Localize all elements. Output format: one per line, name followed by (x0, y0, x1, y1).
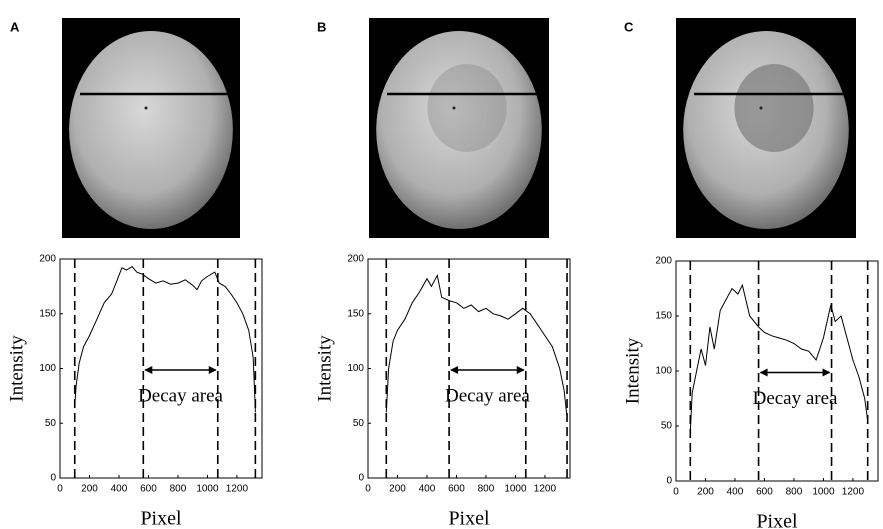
fruit (376, 31, 542, 229)
y-tick-label: 100 (347, 363, 364, 374)
x-tick-label: 600 (140, 484, 157, 495)
x-tick-label: 200 (389, 484, 406, 495)
y-tick-label: 200 (347, 254, 364, 265)
intensity-line (74, 266, 256, 413)
y-tick-label: 100 (39, 363, 56, 374)
x-tick-label: 0 (673, 487, 679, 498)
panel-label: A (10, 19, 20, 34)
fruit-spot (144, 106, 148, 110)
x-tick-label: 400 (111, 484, 128, 495)
y-tick-label: 150 (655, 311, 672, 322)
x-tick-label: 200 (81, 484, 98, 495)
x-tick-label: 600 (448, 484, 465, 495)
fruit (69, 31, 233, 229)
x-tick-label: 200 (697, 487, 714, 498)
arrow-head (759, 368, 831, 377)
y-axis-label: Intensity (6, 335, 27, 402)
x-tick-label: 400 (727, 487, 744, 498)
y-tick-label: 150 (347, 308, 364, 319)
annotation: Decay area (138, 385, 223, 406)
x-tick-label: 0 (365, 484, 371, 495)
annotation: Decay area (445, 385, 530, 406)
y-tick-label: 200 (655, 256, 672, 267)
y-tick-label: 50 (661, 421, 673, 432)
x-tick-label: 1200 (842, 487, 865, 498)
x-tick-label: 800 (170, 484, 187, 495)
y-tick-label: 0 (666, 476, 672, 487)
x-tick-label: 0 (57, 484, 63, 495)
x-tick-label: 600 (756, 487, 773, 498)
plot-frame (367, 258, 571, 479)
panel-label: B (317, 19, 326, 34)
decay-spot (734, 64, 814, 152)
arrow-head (450, 366, 525, 375)
fruit-spot (759, 106, 763, 110)
y-tick-label: 50 (45, 418, 57, 429)
x-tick-label: 400 (419, 484, 436, 495)
annotation: Decay area (753, 388, 838, 409)
intensity-line (385, 273, 568, 418)
arrow-head (144, 366, 217, 375)
x-tick-label: 1200 (534, 484, 557, 495)
intensity-line (689, 283, 869, 432)
y-tick-label: 150 (39, 308, 56, 319)
x-tick-label: 1000 (812, 487, 835, 498)
decay-spot (427, 64, 507, 152)
plot-frame (59, 258, 263, 479)
x-tick-label: 800 (478, 484, 495, 495)
x-axis-label: Pixel (448, 508, 490, 529)
x-tick-label: 1000 (196, 484, 219, 495)
panel-label: C (624, 19, 634, 34)
plot-frame (675, 260, 879, 482)
x-axis-label: Pixel (140, 508, 182, 529)
fruit-spot (452, 106, 456, 110)
x-tick-label: 1200 (226, 484, 249, 495)
y-tick-label: 200 (39, 254, 56, 265)
x-tick-label: 1000 (504, 484, 527, 495)
y-tick-label: 100 (655, 366, 672, 377)
y-tick-label: 0 (50, 473, 56, 484)
y-axis-label: Intensity (314, 335, 335, 402)
x-axis-label: Pixel (756, 511, 798, 529)
y-tick-label: 50 (353, 418, 365, 429)
y-axis-label: Intensity (622, 337, 643, 404)
y-tick-label: 0 (358, 473, 364, 484)
x-tick-label: 800 (786, 487, 803, 498)
